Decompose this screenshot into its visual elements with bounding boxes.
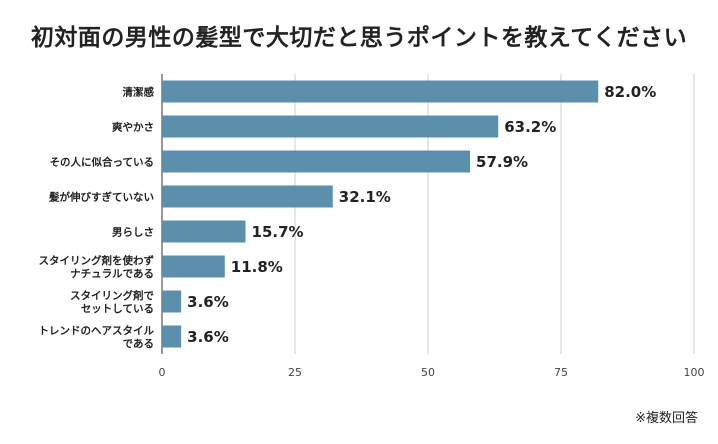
x-tick-label-1: 25	[288, 366, 302, 379]
value-label-1: 63.2%	[504, 118, 556, 136]
x-tick-label-0: 0	[159, 366, 166, 379]
category-label-5: スタイリング剤を使わずナチュラルである	[39, 254, 155, 280]
value-label-6: 3.6%	[187, 293, 229, 311]
bar-2	[162, 150, 471, 173]
bar-7	[162, 325, 182, 348]
x-tick-label-4: 100	[684, 366, 705, 379]
chart-title: 初対面の男性の髪型で大切だと思うポイントを教えてください	[30, 25, 688, 51]
x-tick-label-2: 50	[421, 366, 435, 379]
category-label-1: 爽やかさ	[112, 121, 154, 134]
bar-5	[162, 255, 225, 278]
value-label-5: 11.8%	[231, 258, 283, 276]
footnote-multiple-answers: ※複数回答	[635, 411, 698, 426]
value-label-7: 3.6%	[187, 328, 229, 346]
x-tick-label-3: 75	[554, 366, 568, 379]
value-label-4: 15.7%	[252, 223, 304, 241]
category-label-7: トレンドのヘアスタイルである	[39, 325, 155, 350]
category-label-4: 男らしさ	[112, 227, 154, 239]
bar-0	[162, 80, 599, 103]
bar-6	[162, 290, 182, 313]
category-label-2: その人に似合っている	[50, 156, 154, 169]
bars	[162, 80, 599, 348]
bar-1	[162, 115, 499, 138]
category-label-6: スタイリング剤でセットしている	[70, 289, 154, 315]
category-label-0: 清潔感	[123, 86, 155, 99]
category-label-3: 髪が伸びすぎていない	[48, 191, 154, 204]
bar-3	[162, 185, 333, 208]
labels: 0 25 50 75 100 82.0% 清潔感 63.2% 爽やかさ 57.9% その人に似合って…	[39, 83, 705, 379]
value-label-2: 57.9%	[476, 153, 528, 171]
value-label-3: 32.1%	[339, 188, 391, 206]
bar-4	[162, 220, 246, 243]
value-label-0: 82.0%	[604, 83, 656, 101]
